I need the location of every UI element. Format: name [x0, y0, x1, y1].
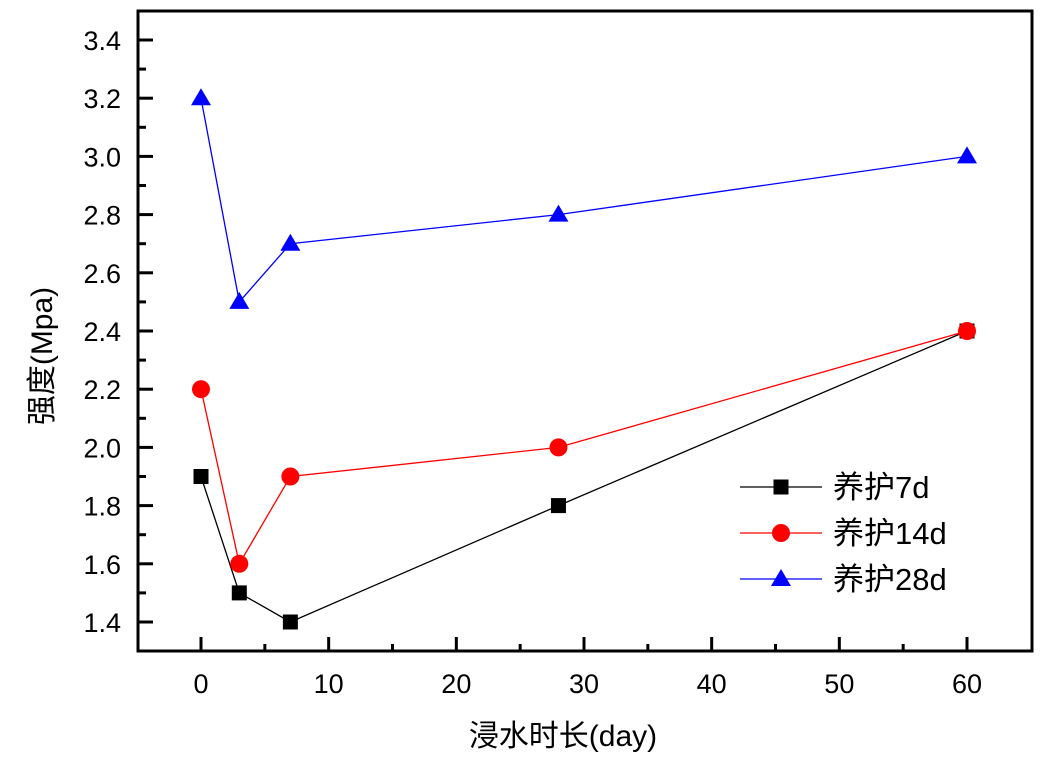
legend-marker [773, 479, 789, 495]
y-axis-title: 强度(Mpa) [26, 287, 59, 425]
legend-label: 养护28d [833, 562, 947, 597]
y-tick-label: 1.4 [83, 608, 121, 638]
plot-frame [136, 9, 1034, 653]
data-point [231, 585, 247, 601]
series-2 [191, 88, 977, 309]
series-1 [192, 322, 976, 573]
legend-item: 养护14d [740, 516, 947, 551]
legend-label: 养护14d [833, 516, 947, 551]
legend-label: 养护7d [833, 470, 929, 505]
data-point [281, 467, 300, 486]
data-point [192, 380, 210, 399]
data-point [193, 469, 209, 484]
x-tick-label: 0 [193, 669, 208, 699]
legend-item: 养护7d [740, 470, 929, 505]
data-point [957, 146, 977, 164]
data-point [230, 554, 249, 573]
y-axis: 1.4 1.6 1.8 2.0 2.2 2.4 2.6 2.8 3.0 3.2 3.4 [83, 26, 153, 638]
data-point [550, 498, 566, 514]
y-tick-label: 3.4 [83, 26, 121, 56]
y-tick-label: 1.6 [83, 550, 121, 580]
x-tick-label: 20 [441, 669, 471, 699]
legend-marker [771, 569, 791, 586]
data-point [229, 291, 250, 309]
x-tick-label: 60 [952, 669, 982, 699]
data-point [958, 322, 976, 340]
series-layer [191, 88, 977, 630]
x-axis: 0 10 20 30 40 50 60 [193, 637, 982, 699]
data-point [280, 233, 301, 251]
y-tick-label: 2.0 [83, 433, 121, 463]
y-tick-label: 3.0 [83, 142, 121, 172]
data-point [549, 438, 568, 457]
y-tick-label: 2.8 [83, 201, 121, 231]
series-line [200, 98, 968, 304]
y-tick-label: 3.2 [83, 84, 121, 114]
x-tick-label: 30 [569, 669, 599, 699]
x-tick-label: 10 [314, 669, 344, 699]
x-axis-title: 浸水时长(day) [469, 720, 657, 753]
legend-item: 养护28d [740, 562, 947, 597]
data-point [282, 614, 298, 630]
x-tick-label: 40 [697, 669, 727, 699]
data-point [548, 204, 569, 222]
x-tick-label: 50 [824, 669, 854, 699]
data-point [191, 88, 211, 106]
y-tick-label: 2.4 [83, 317, 121, 347]
legend-marker [772, 524, 790, 542]
y-tick-label: 2.2 [83, 375, 121, 405]
y-tick-label: 2.6 [83, 259, 121, 289]
y-tick-label: 1.8 [83, 492, 121, 522]
legend: 养护7d 养护14d 养护28d [740, 470, 947, 597]
